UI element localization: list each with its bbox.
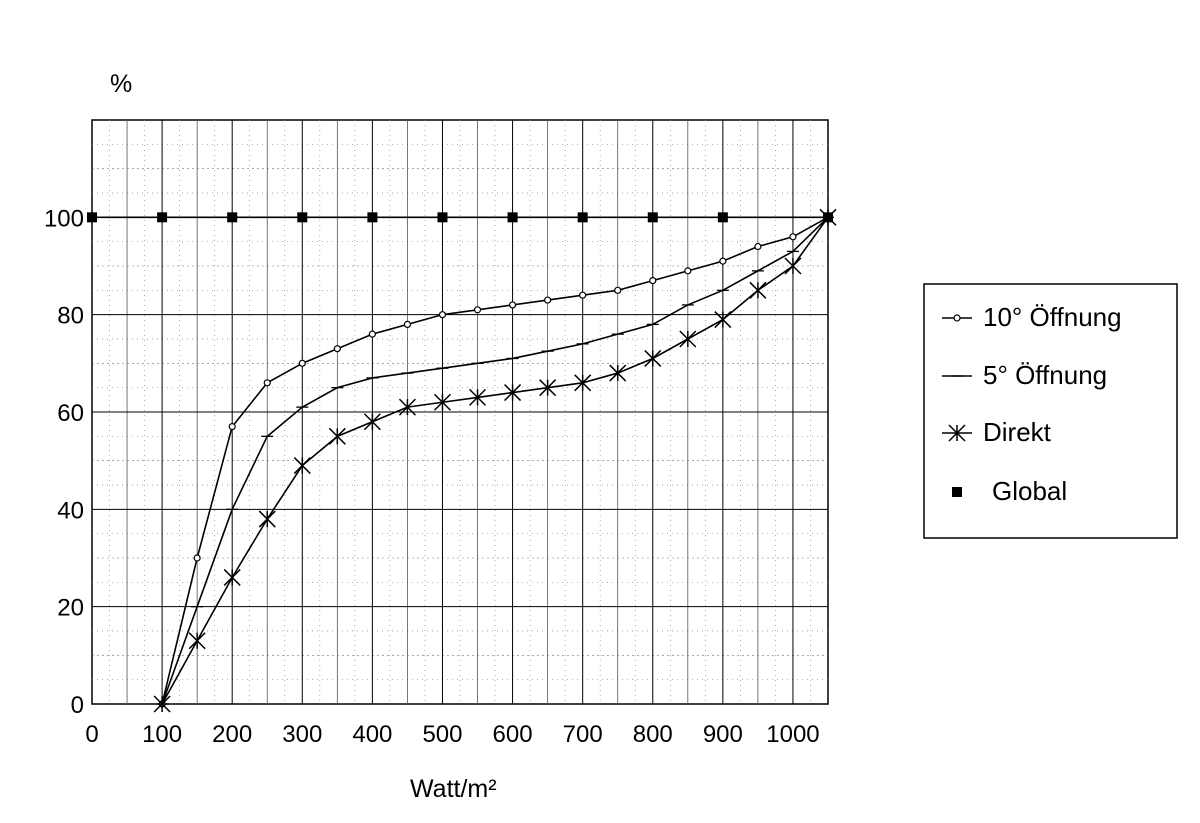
data-point	[227, 212, 238, 223]
data-point	[749, 281, 767, 299]
x-tick-label: 700	[563, 721, 603, 748]
data-point	[193, 554, 201, 562]
y-axis-label: %	[110, 70, 132, 98]
data-point	[684, 267, 692, 275]
data-point	[647, 212, 658, 223]
data-point	[614, 286, 622, 294]
data-point	[544, 296, 552, 304]
data-point	[508, 301, 517, 309]
legend-marker	[953, 314, 961, 322]
x-tick-label: 900	[703, 721, 743, 748]
y-tick-label: 80	[57, 303, 84, 330]
data-point	[433, 393, 452, 411]
x-tick-label: 0	[85, 721, 98, 748]
data-point	[679, 330, 697, 348]
data-point	[87, 212, 97, 223]
x-tick-label: 400	[352, 721, 392, 748]
x-tick-label: 600	[493, 721, 533, 748]
legend-label: 5° Öffnung	[983, 360, 1107, 390]
y-tick-label: 100	[44, 205, 84, 232]
data-point	[153, 695, 171, 713]
data-point	[297, 212, 308, 223]
data-point	[298, 359, 306, 367]
data-point	[823, 212, 833, 223]
data-point	[507, 212, 518, 223]
y-tick-label: 0	[71, 692, 84, 719]
data-point	[504, 384, 522, 402]
data-point	[717, 212, 728, 223]
x-axis-ticks: 0 100 200 300 400 500 600 700 800 900 1000	[85, 721, 819, 748]
legend-label: 10° Öffnung	[983, 302, 1122, 332]
data-point	[363, 413, 381, 431]
data-point	[437, 212, 448, 223]
x-axis-label: Watt/m²	[410, 775, 497, 803]
y-tick-label: 20	[57, 595, 84, 622]
y-axis-ticks: 0 20 40 60 80 100	[44, 205, 84, 719]
legend: 10° Öffnung 5° Öffnung Direkt Global	[923, 283, 1178, 539]
data-point	[188, 632, 206, 650]
data-point	[574, 374, 592, 392]
data-point	[403, 320, 412, 328]
data-point	[228, 423, 236, 431]
data-point	[258, 510, 276, 528]
data-point	[328, 427, 346, 445]
series-line-2	[161, 216, 829, 705]
data-point	[719, 257, 727, 265]
legend-entry-4: Global	[952, 476, 1067, 506]
data-point	[644, 349, 662, 367]
x-tick-label: 300	[282, 721, 322, 748]
data-point	[577, 212, 588, 223]
data-point	[367, 212, 378, 223]
x-tick-label: 500	[422, 721, 462, 748]
x-tick-label: 200	[212, 721, 252, 748]
data-point	[293, 457, 311, 475]
y-tick-label: 40	[57, 497, 84, 524]
x-tick-label: 100	[142, 721, 182, 748]
legend-entry-1: 10° Öffnung	[942, 302, 1122, 332]
y-tick-label: 60	[57, 400, 84, 427]
data-point	[789, 233, 797, 241]
data-point	[714, 311, 732, 329]
series-lines	[92, 216, 829, 705]
data-point	[438, 311, 447, 319]
data-point	[333, 345, 341, 353]
data-point	[398, 398, 416, 416]
legend-label: Global	[992, 476, 1067, 506]
x-tick-label: 800	[633, 721, 673, 748]
data-point	[754, 242, 762, 251]
legend-entry-3: Direkt	[942, 417, 1052, 447]
data-point	[539, 379, 557, 397]
data-point	[468, 388, 487, 406]
data-point	[579, 291, 587, 299]
x-tick-label: 1000	[766, 721, 819, 748]
data-point	[784, 257, 802, 275]
legend-box	[923, 283, 1178, 539]
data-point	[649, 277, 657, 285]
data-point	[473, 306, 482, 314]
data-point	[157, 212, 168, 223]
data-point	[223, 568, 241, 586]
data-point	[609, 364, 627, 382]
data-point	[263, 379, 271, 387]
data-point	[368, 330, 376, 338]
series-markers	[87, 208, 837, 713]
legend-entry-2: 5° Öffnung	[942, 360, 1107, 390]
legend-marker	[948, 424, 966, 442]
series-line-3	[161, 216, 829, 705]
legend-label: Direkt	[983, 417, 1052, 447]
legend-marker	[952, 487, 962, 497]
series-line-1	[161, 216, 829, 705]
